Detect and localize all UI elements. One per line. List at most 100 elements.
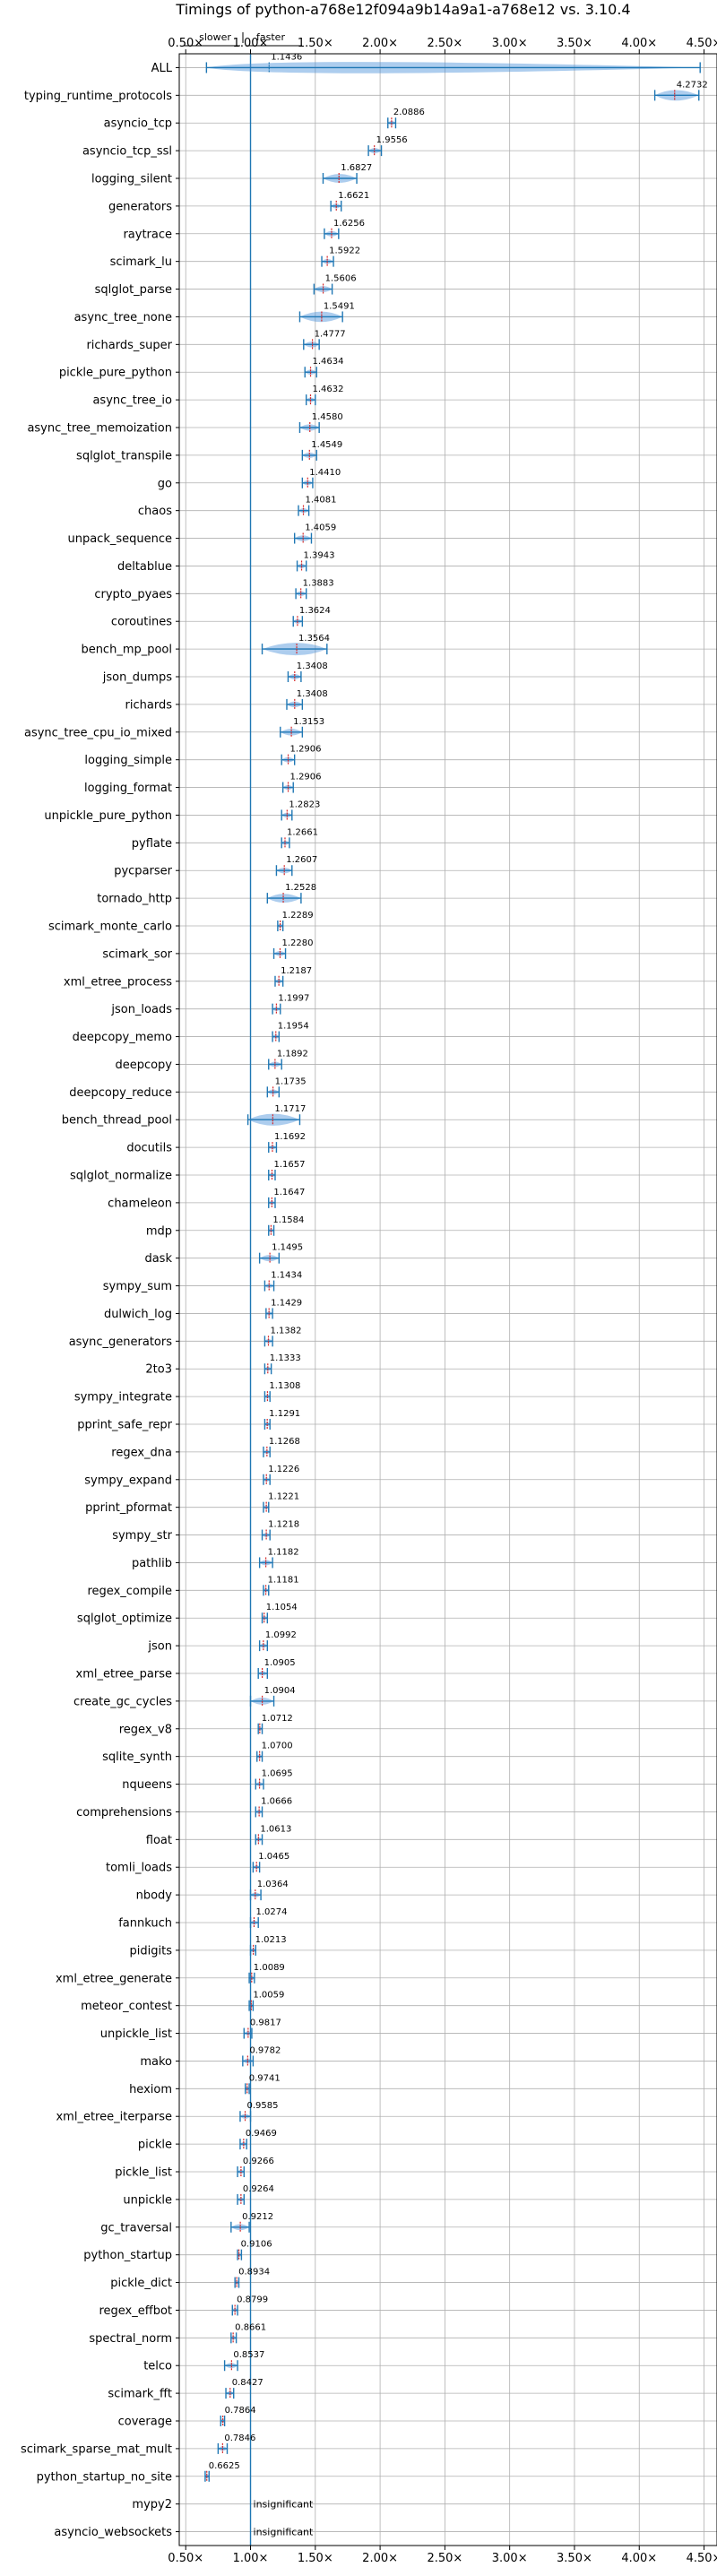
benchmark-label: crypto_pyaes (94, 588, 172, 601)
insignificant-label: insignificant (254, 2527, 315, 2538)
x-tick-label-bottom: 2.00× (362, 2552, 398, 2565)
value-label: 1.9556 (376, 135, 408, 145)
value-label: 1.1692 (274, 1132, 306, 1142)
benchmark-label: nbody (136, 1889, 173, 1903)
benchmark-label: telco (143, 2360, 172, 2373)
benchmark-label: 2to3 (145, 1363, 172, 1377)
value-label: 1.2280 (281, 938, 313, 948)
benchmark-labels: ALL typing_runtime_protocols asyncio_tcpas… (21, 62, 173, 2539)
benchmark-label: xml_etree_parse (76, 1668, 172, 1681)
value-label: 1.0364 (257, 1880, 289, 1889)
value-label: 1.4059 (305, 523, 336, 533)
value-label: 1.3943 (304, 550, 335, 560)
benchmark-label: async_tree_io (92, 394, 172, 408)
benchmark-label: coverage (118, 2416, 172, 2429)
benchmark-label: json (147, 1640, 172, 1654)
benchmark-label: chameleon (108, 1197, 172, 1210)
value-label: 0.8799 (237, 2295, 268, 2304)
value-label: 1.4777 (315, 329, 346, 339)
value-label: 0.9782 (249, 2045, 281, 2055)
value-label: 1.4632 (312, 385, 343, 394)
benchmark-label: float (146, 1834, 172, 1847)
benchmark-label: regex_dna (111, 1446, 172, 1459)
benchmark-label: sympy_integrate (74, 1391, 172, 1405)
value-label: 1.0059 (253, 1991, 284, 2001)
benchmark-label: bench_thread_pool (62, 1114, 172, 1128)
benchmark-label: sqlglot_optimize (77, 1612, 172, 1626)
x-tick-label-top: 2.50× (427, 37, 462, 50)
benchmark-label: logging_format (84, 782, 172, 795)
benchmark-label: async_tree_memoization (27, 422, 172, 436)
benchmark-label: deepcopy (115, 1059, 172, 1072)
benchmark-label: docutils (126, 1142, 172, 1155)
benchmark-label: pickle_list (115, 2166, 172, 2180)
value-label: 1.0992 (265, 1630, 297, 1640)
x-tick-label-bottom: 0.50× (168, 2552, 203, 2565)
value-label: 1.6827 (341, 163, 372, 173)
insignificant-label: insignificant (254, 2499, 315, 2511)
value-label: 1.1436 (271, 52, 302, 62)
value-label: 1.3408 (297, 661, 328, 671)
value-label: 1.4410 (309, 468, 341, 478)
value-label: 1.1434 (271, 1271, 302, 1281)
benchmark-label: pycparser (114, 865, 172, 878)
value-label: 1.4580 (312, 412, 343, 422)
value-label: 1.1268 (269, 1437, 300, 1447)
value-label: 1.1717 (274, 1104, 306, 1114)
value-label: 1.1054 (266, 1603, 298, 1612)
benchmark-label: scimark_sparse_mat_mult (21, 2442, 172, 2456)
benchmark-label: regex_effbot (99, 2304, 172, 2318)
benchmark-label: sympy_sum (103, 1280, 172, 1293)
x-tick-label-bottom: 2.50× (427, 2552, 462, 2565)
x-tick-label-top: 3.00× (492, 37, 528, 50)
value-label: 1.2823 (289, 800, 320, 809)
value-label: 0.9469 (246, 2129, 277, 2139)
benchmark-label: regex_v8 (119, 1723, 172, 1736)
axis-ticks: 0.50× 0.50× 1.00× 1.00× 1.50× 1.50× 2.00× 2.00×… (168, 37, 717, 2565)
value-label: 1.1308 (269, 1381, 300, 1391)
value-label: 1.0465 (258, 1852, 289, 1862)
value-label: 1.1997 (278, 994, 309, 1004)
benchmark-label: spectral_norm (89, 2332, 172, 2346)
value-label: 2.0886 (393, 108, 425, 117)
benchmark-label: pprint_safe_repr (77, 1419, 172, 1432)
value-label: 1.1429 (271, 1298, 302, 1308)
benchmark-label: scimark_fft (108, 2388, 172, 2401)
value-label: 1.1333 (270, 1353, 301, 1363)
benchmark-label: coroutines (111, 616, 172, 629)
value-label: 1.0905 (264, 1658, 296, 1668)
value-label: 1.0213 (255, 1935, 287, 1945)
benchmark-label: deltablue (117, 560, 172, 574)
benchmark-label: unpickle_list (100, 2027, 172, 2041)
value-label: 1.2906 (290, 745, 322, 755)
value-label: 1.0695 (262, 1769, 293, 1779)
x-tick-label-bottom: 3.00× (492, 2552, 528, 2565)
benchmark-label: raytrace (123, 228, 172, 241)
value-label: 1.1181 (268, 1575, 299, 1585)
benchmark-label: scimark_sor (102, 947, 172, 961)
faster-annotation: faster (256, 31, 285, 43)
benchmark-label: deepcopy_memo (73, 1031, 172, 1044)
value-label: 0.6625 (209, 2461, 240, 2471)
benchmark-label: pickle (138, 2139, 172, 2152)
benchmark-label: generators (108, 200, 172, 213)
value-label: 1.6256 (333, 219, 365, 229)
value-label: 1.0613 (260, 1824, 291, 1834)
benchmark-label: ALL (151, 62, 173, 75)
value-label: 1.4634 (313, 357, 344, 367)
benchmark-label: json_dumps (102, 671, 172, 685)
plot-frame (178, 53, 717, 2546)
benchmark-label: deepcopy_reduce (69, 1086, 172, 1100)
benchmark-label: python_startup_no_site (37, 2470, 172, 2484)
value-label: 1.2528 (285, 883, 316, 893)
value-label: 1.6621 (338, 191, 369, 201)
value-label: 0.9817 (250, 2018, 281, 2028)
value-label: 1.0089 (254, 1963, 285, 1973)
value-label: 1.1226 (268, 1465, 299, 1474)
value-label: 1.0700 (262, 1742, 293, 1751)
x-tick-label-top: 2.00× (362, 37, 398, 50)
benchmark-label: sqlite_synth (102, 1750, 172, 1764)
benchmark-label: gc_traversal (100, 2221, 172, 2235)
value-label: 1.0904 (264, 1686, 296, 1696)
benchmark-label: logging_simple (84, 754, 172, 767)
